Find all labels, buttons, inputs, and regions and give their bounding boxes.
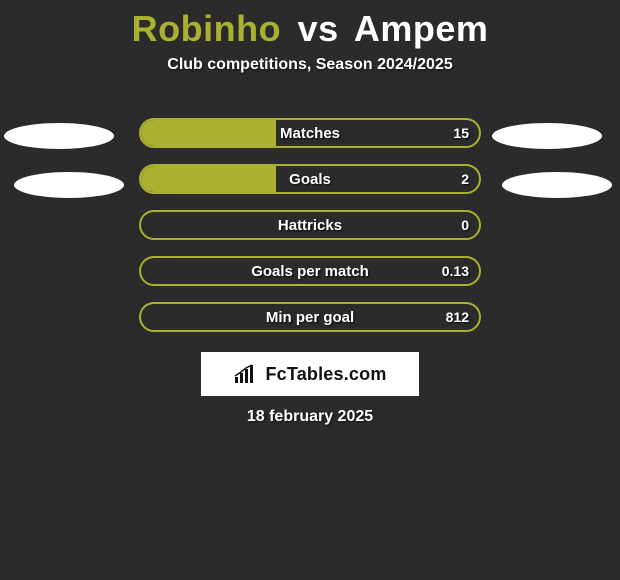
stat-value: 0: [461, 217, 469, 233]
stat-bar-fill: [141, 120, 276, 146]
date-text: 18 february 2025: [0, 408, 620, 426]
title-player2: Ampem: [354, 8, 489, 49]
player1-marker: [14, 172, 124, 198]
title-player1: Robinho: [132, 8, 281, 49]
stat-label: Hattricks: [141, 217, 479, 234]
stat-bar: Goals2: [139, 164, 481, 194]
bars-icon: [233, 363, 259, 385]
player2-marker: [492, 123, 602, 149]
stat-value: 0.13: [442, 263, 469, 279]
stat-row: Matches15: [0, 118, 620, 164]
comparison-card: Robinho vs Ampem Club competitions, Seas…: [0, 0, 620, 580]
stat-bar: Hattricks0: [139, 210, 481, 240]
stat-value: 15: [453, 125, 469, 141]
stat-value: 2: [461, 171, 469, 187]
subtitle: Club competitions, Season 2024/2025: [0, 56, 620, 74]
player1-marker: [4, 123, 114, 149]
stat-label: Goals per match: [141, 263, 479, 280]
stat-row: Goals2: [0, 164, 620, 210]
logo-inner: FcTables.com: [233, 363, 386, 385]
stat-label: Min per goal: [141, 309, 479, 326]
stat-row: Min per goal812: [0, 302, 620, 348]
stat-bar: Matches15: [139, 118, 481, 148]
title-vs: vs: [298, 8, 339, 49]
stat-bar: Min per goal812: [139, 302, 481, 332]
stat-bar-fill: [141, 166, 276, 192]
stat-bar: Goals per match0.13: [139, 256, 481, 286]
stat-row: Goals per match0.13: [0, 256, 620, 302]
logo-text: FcTables.com: [265, 364, 386, 385]
page-title: Robinho vs Ampem: [0, 0, 620, 50]
stat-value: 812: [446, 309, 469, 325]
stat-row: Hattricks0: [0, 210, 620, 256]
stats-area: Matches15 Goals2 Hattricks0 Goals per match…: [0, 118, 620, 348]
logo-box: FcTables.com: [201, 352, 419, 396]
player2-marker: [502, 172, 612, 198]
